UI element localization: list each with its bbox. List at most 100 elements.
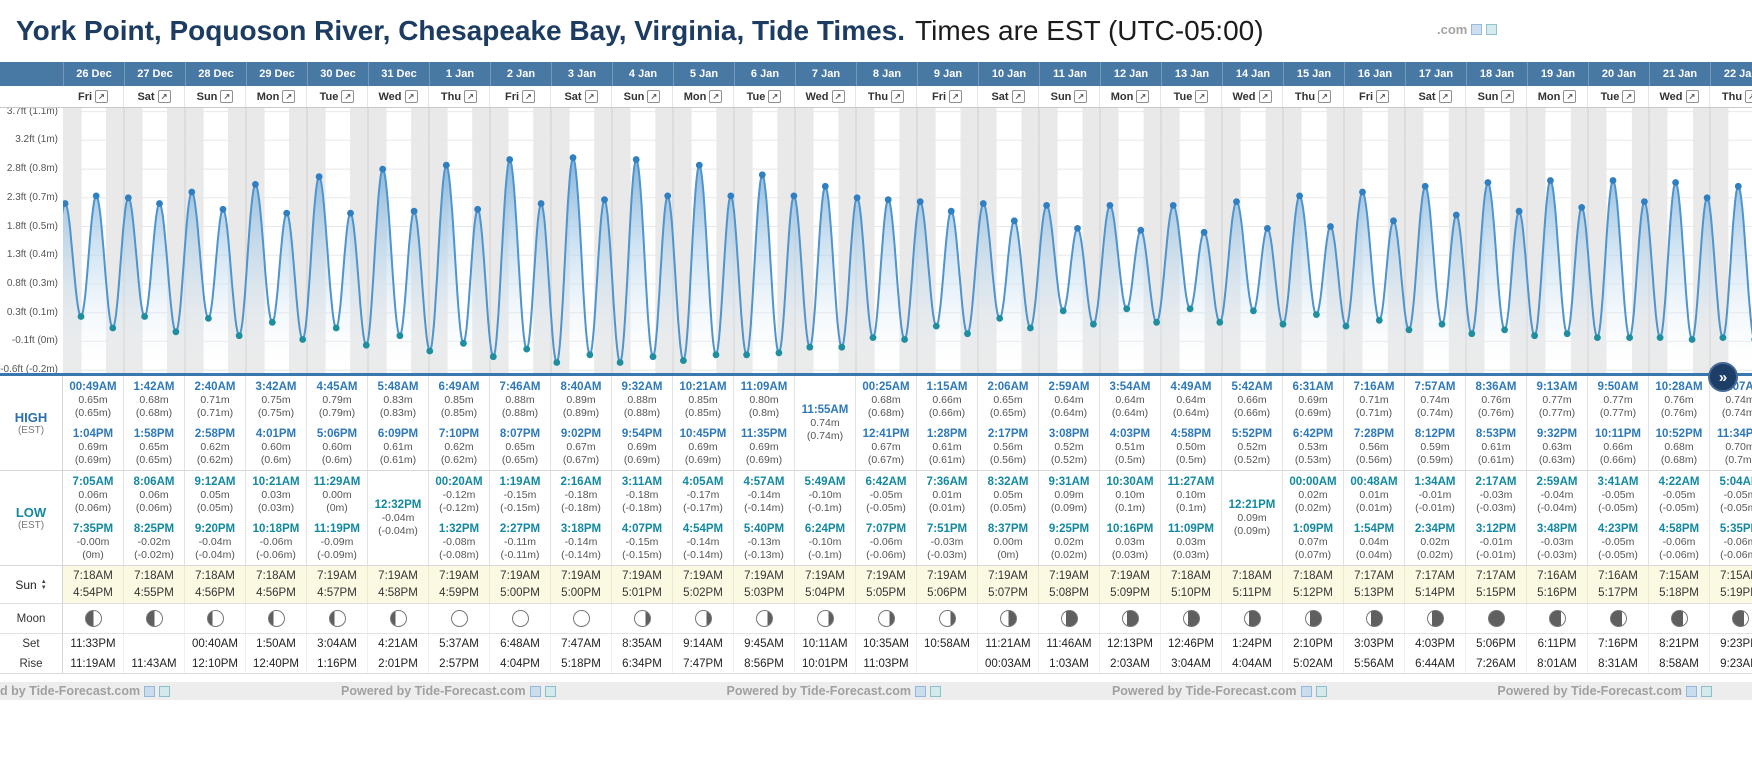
low-tide-cell: 5:04AM-0.05m(-0.05m) xyxy=(1710,471,1752,518)
high-tide-row: HIGH (EST) 00:49AM 0.65m (0.65m) 1:04PM 0.69… xyxy=(0,376,1752,471)
expand-day-icon[interactable]: ↗ xyxy=(1685,90,1699,103)
high-tide-cell: 4:03PM 0.51m (0.5m) xyxy=(1100,423,1160,470)
low-tide-cell: 2:27PM -0.11m (-0.11m) xyxy=(490,518,550,565)
tide-height-datum: (0.67m) xyxy=(867,453,905,466)
tide-time: 2:58PM xyxy=(194,427,236,440)
sun-times-cell: 7:19AM 4:58PM xyxy=(368,566,429,603)
tide-height-datum: (-0.06m) xyxy=(256,548,296,561)
expand-day-icon[interactable]: ↗ xyxy=(1376,90,1390,103)
sunrise-time: 7:19AM xyxy=(927,569,967,582)
expand-day-icon[interactable]: ↗ xyxy=(522,90,536,103)
expand-day-icon[interactable]: ↗ xyxy=(1438,90,1452,103)
expand-day-icon[interactable]: ↗ xyxy=(1258,90,1272,103)
expand-day-icon[interactable]: ↗ xyxy=(404,90,418,103)
low-tide-column: 9:31AM 0.09m (0.09m) 9:25PM 0.02m (0.02m) xyxy=(1039,471,1100,565)
moonrise-cell: 7:26AM xyxy=(1466,654,1527,673)
tide-height-datum: (0.85m) xyxy=(684,406,722,419)
tide-height-datum: (0.1m) xyxy=(1114,501,1146,514)
tide-height: -0.04m xyxy=(381,512,415,524)
expand-day-icon[interactable]: ↗ xyxy=(1622,90,1636,103)
tide-height: -0.05m xyxy=(869,488,903,501)
sunset-time: 4:56PM xyxy=(256,586,296,599)
dow-cell: Sat ↗ xyxy=(551,86,612,107)
sunrise-time: 7:19AM xyxy=(1049,569,1089,582)
date-header-gutter xyxy=(0,62,63,86)
expand-day-icon[interactable]: ↗ xyxy=(768,90,782,103)
expand-day-icon[interactable]: ↗ xyxy=(95,90,109,103)
tide-height-datum: (0.66m) xyxy=(928,406,966,419)
tide-height: 0.77m xyxy=(1603,393,1633,406)
expand-day-icon[interactable]: ↗ xyxy=(1195,90,1209,103)
low-tide-cell: 2:34PM 0.02m (0.02m) xyxy=(1405,518,1465,565)
tide-height: 0.74m xyxy=(810,417,840,429)
tide-time: 7:07PM xyxy=(865,522,907,535)
sun-times-cell: 7:16AM 5:17PM xyxy=(1588,566,1649,603)
date-cell: 5 Jan xyxy=(673,62,734,86)
expand-day-icon[interactable]: ↗ xyxy=(220,90,234,103)
y-axis-tick-label: 2.3ft (0.7m) xyxy=(6,191,58,203)
expand-day-icon[interactable]: ↗ xyxy=(1011,90,1025,103)
tide-height-datum: (0.68m) xyxy=(135,406,173,419)
date-cell: 7 Jan xyxy=(795,62,856,86)
expand-day-icon[interactable]: ↗ xyxy=(647,90,661,103)
scroll-right-button[interactable]: » xyxy=(1708,362,1738,392)
tide-time: 00:20AM xyxy=(435,475,483,488)
tide-time: 4:49AM xyxy=(1170,380,1212,393)
expand-day-icon[interactable]: ↗ xyxy=(949,90,963,103)
tide-height: 0.56m xyxy=(1359,440,1389,453)
moon-phase-icon xyxy=(267,610,285,627)
moon-phase-icon xyxy=(511,610,529,627)
expand-day-icon[interactable]: ↗ xyxy=(1563,90,1577,103)
tide-height: 0.63m xyxy=(1542,440,1572,453)
tide-height: -0.03m xyxy=(1540,535,1574,548)
tide-time: 1:54PM xyxy=(1353,522,1395,535)
expand-day-icon[interactable]: ↗ xyxy=(1318,90,1332,103)
moonset-cell: 3:03PM xyxy=(1344,634,1405,654)
tide-height-datum: (0.65m) xyxy=(501,453,539,466)
expand-day-icon[interactable]: ↗ xyxy=(891,90,905,103)
dow-cell: Fri ↗ xyxy=(917,86,978,107)
moonset-cell: 8:35AM xyxy=(612,634,673,654)
low-tide-cell: 00:48AM 0.01m (0.01m) xyxy=(1344,471,1404,518)
sunrise-time: 7:15AM xyxy=(1659,569,1699,582)
tide-time: 7:57AM xyxy=(1414,380,1456,393)
low-tide-cell: 9:12AM 0.05m (0.05m) xyxy=(185,471,245,518)
tide-time: 1:04PM xyxy=(72,427,114,440)
tide-height: -0.15m xyxy=(503,488,537,501)
low-tide-cell: 00:00AM 0.02m (0.02m) xyxy=(1283,471,1343,518)
high-tide-column: 10:28AM 0.76m (0.76m) 10:52PM 0.68m (0.68m) xyxy=(1649,376,1710,470)
tide-height-datum: (0.88m) xyxy=(623,406,661,419)
high-tide-cell: 7:16AM 0.71m (0.71m) xyxy=(1344,376,1404,423)
moonset-cell: 1:24PM xyxy=(1222,634,1283,654)
tide-height: 0.52m xyxy=(1237,440,1267,453)
expand-day-icon[interactable]: ↗ xyxy=(464,90,478,103)
tide-height: 0.00m xyxy=(322,488,352,501)
high-tide-column: 11:55AM 0.74m (0.74m) xyxy=(795,376,856,470)
low-tide-column: 00:00AM 0.02m (0.02m) 1:09PM 0.07m (0.07m) xyxy=(1283,471,1344,565)
high-tide-cell: 2:58PM 0.62m (0.62m) xyxy=(185,423,245,470)
expand-day-icon[interactable]: ↗ xyxy=(831,90,845,103)
expand-day-icon[interactable]: ↗ xyxy=(709,90,723,103)
tide-height-datum: (0.63m) xyxy=(1538,453,1576,466)
expand-day-icon[interactable]: ↗ xyxy=(157,90,171,103)
tide-height: 0.53m xyxy=(1298,440,1328,453)
high-tide-cell: 3:54AM 0.64m (0.64m) xyxy=(1100,376,1160,423)
low-tide-cell: 7:07PM -0.06m (-0.06m) xyxy=(856,518,916,565)
expand-day-icon[interactable]: ↗ xyxy=(282,90,296,103)
tide-height-datum: (0.61m) xyxy=(928,453,966,466)
expand-day-icon[interactable]: ↗ xyxy=(341,90,355,103)
tide-height-datum: (-0.03m) xyxy=(1537,548,1577,561)
expand-day-icon[interactable]: ↗ xyxy=(1501,90,1515,103)
tide-height: 0.74m xyxy=(1420,393,1450,406)
moonset-cell: 4:21AM xyxy=(368,634,429,654)
expand-day-icon[interactable]: ↗ xyxy=(1745,90,1752,103)
moon-phase-icon xyxy=(633,610,651,627)
moon-phase-icon xyxy=(145,610,163,627)
sun-times-cell: 7:15AM 5:18PM xyxy=(1649,566,1710,603)
expand-day-icon[interactable]: ↗ xyxy=(584,90,598,103)
moonset-cell: 6:11PM xyxy=(1527,634,1588,654)
expand-day-icon[interactable]: ↗ xyxy=(1074,90,1088,103)
tide-height-datum: (-0.15m) xyxy=(500,501,540,514)
tide-time: 11:19PM xyxy=(313,522,361,535)
expand-day-icon[interactable]: ↗ xyxy=(1136,90,1150,103)
